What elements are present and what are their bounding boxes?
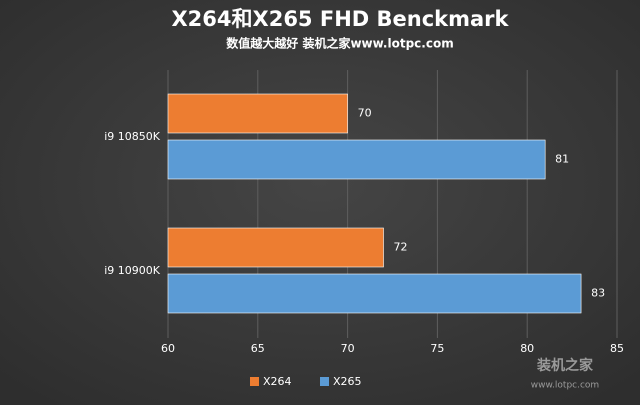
value-label: 72 (394, 241, 408, 254)
legend-swatch (320, 377, 329, 386)
value-label: 70 (358, 107, 372, 120)
legend-swatch (250, 377, 259, 386)
watermark: 装机之家 (536, 357, 594, 374)
value-label: 83 (591, 287, 605, 300)
bar (167, 93, 348, 134)
x-tick-label: 60 (161, 342, 175, 355)
y-tick-label: i9 10850K (104, 130, 161, 143)
bar (167, 139, 546, 180)
bar (167, 273, 582, 314)
y-tick-label: i9 10900K (104, 264, 161, 277)
x-tick-label: 70 (341, 342, 355, 355)
x-tick-label: 75 (430, 342, 444, 355)
watermark-url: www.lotpc.com (531, 381, 599, 391)
bar (167, 227, 384, 268)
x-tick-label: 65 (251, 342, 265, 355)
legend-label: X265 (333, 375, 362, 388)
chart-subtitle: 数值越大越好 装机之家www.lotpc.com (226, 36, 453, 51)
x-tick-label: 85 (610, 342, 624, 355)
chart-title: X264和X265 FHD Benckmark (171, 7, 509, 31)
value-label: 81 (555, 153, 569, 166)
x-tick-label: 80 (520, 342, 534, 355)
legend-label: X264 (263, 375, 292, 388)
